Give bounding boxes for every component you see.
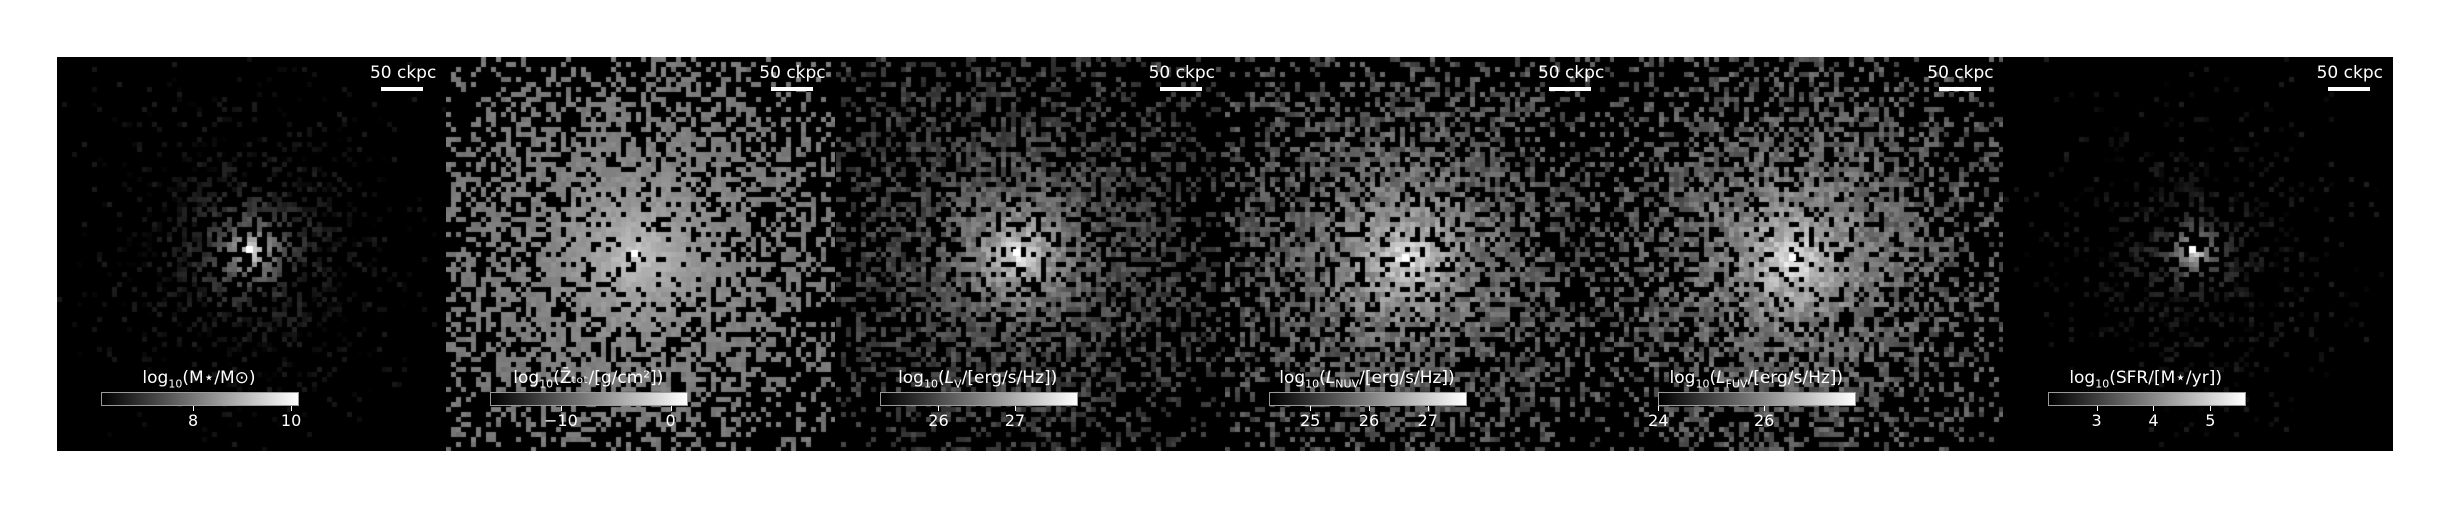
colorbar-title: log10(Z̄ₜₒₜ/[g/cm²]) bbox=[513, 368, 664, 391]
colorbar-tick bbox=[670, 406, 672, 411]
galaxy-image-sfr bbox=[2003, 57, 2393, 451]
colorbar-tick-label: 25 bbox=[1299, 411, 1321, 430]
colorbar bbox=[490, 392, 689, 406]
colorbar bbox=[2047, 392, 2246, 406]
colorbar-tick bbox=[1014, 406, 1016, 411]
colorbar-tick-label: 26 bbox=[1753, 411, 1775, 430]
scale-bar-label: 50 ckpc bbox=[1927, 63, 1994, 83]
colorbar-tick-label: 27 bbox=[1004, 411, 1026, 430]
colorbar-tick bbox=[1764, 406, 1766, 411]
colorbar-tick bbox=[2153, 406, 2155, 411]
colorbar bbox=[101, 392, 299, 406]
colorbar-tick bbox=[938, 406, 940, 411]
scale-bar bbox=[1938, 87, 1981, 91]
galaxy-map-figure: 50 ckpc log10(M⋆/M⊙) 8 10 50 ckpc log10(Z̄ₜₒₜ… bbox=[57, 57, 2393, 451]
colorbar-tick-label: 3 bbox=[2091, 411, 2102, 430]
colorbar-tick-label: 8 bbox=[188, 411, 199, 430]
panel-metallicity: 50 ckpc log10(Z̄ₜₒₜ/[g/cm²]) −10 0 bbox=[446, 57, 836, 451]
colorbar-tick-label: 26 bbox=[928, 411, 949, 430]
colorbar-tick-label: 4 bbox=[2148, 411, 2159, 430]
panel-fuv-luminosity: 50 ckpc log10(LFUV/[erg/s/Hz]) 24 26 bbox=[1614, 57, 2004, 451]
scale-bar-label: 50 ckpc bbox=[369, 63, 437, 83]
panel-sfr: 50 ckpc log10(SFR/[M⋆/yr]) 3 4 5 bbox=[2003, 57, 2393, 451]
scale-bar-label: 50 ckpc bbox=[759, 63, 826, 83]
colorbar bbox=[1658, 392, 1857, 406]
panel-stellar-mass: 50 ckpc log10(M⋆/M⊙) 8 10 bbox=[57, 57, 447, 451]
colorbar-title: log10(LNUV/[erg/s/Hz]) bbox=[1279, 368, 1455, 391]
panel-v-luminosity: 50 ckpc log10(LV/[erg/s/Hz]) 26 27 bbox=[835, 57, 1225, 451]
colorbar-title: log10(LFUV/[erg/s/Hz]) bbox=[1669, 368, 1844, 391]
scale-bar-label: 50 ckpc bbox=[1537, 63, 1605, 83]
colorbar-title: log10(LV/[erg/s/Hz]) bbox=[898, 368, 1058, 391]
galaxy-image-metallicity bbox=[446, 57, 836, 451]
colorbar-title: log10(M⋆/M⊙) bbox=[142, 368, 256, 391]
colorbar-tick bbox=[193, 406, 195, 411]
galaxy-image-fuv-luminosity bbox=[1614, 57, 2004, 451]
scale-bar bbox=[770, 87, 813, 91]
galaxy-image-stellar-mass bbox=[57, 57, 446, 451]
colorbar bbox=[879, 392, 1078, 406]
scale-bar bbox=[381, 87, 424, 91]
scale-bar-label: 50 ckpc bbox=[2316, 63, 2383, 83]
colorbar-tick bbox=[2096, 406, 2098, 411]
colorbar-tick-label: 0 bbox=[665, 411, 676, 430]
colorbar-tick-label: 10 bbox=[280, 411, 302, 430]
colorbar-tick-label: 5 bbox=[2205, 411, 2216, 430]
scale-bar-label: 50 ckpc bbox=[1148, 63, 1215, 83]
colorbar-title: log10(SFR/[M⋆/yr]) bbox=[2069, 368, 2222, 391]
colorbar-tick-label: 26 bbox=[1358, 411, 1380, 430]
colorbar-tick bbox=[1427, 406, 1429, 411]
scale-bar bbox=[1549, 87, 1592, 91]
galaxy-image-nuv-luminosity bbox=[1224, 57, 1614, 451]
galaxy-image-v-luminosity bbox=[835, 57, 1225, 451]
colorbar-tick bbox=[1368, 406, 1370, 411]
panel-nuv-luminosity: 50 ckpc log10(LNUV/[erg/s/Hz]) 25 26 27 bbox=[1224, 57, 1615, 451]
colorbar-tick bbox=[560, 406, 562, 411]
colorbar bbox=[1268, 392, 1467, 406]
colorbar-tick bbox=[291, 406, 293, 411]
colorbar-tick bbox=[1310, 406, 1312, 411]
colorbar-tick bbox=[2210, 406, 2212, 411]
colorbar-tick-label: 24 bbox=[1648, 411, 1669, 430]
colorbar-tick bbox=[1658, 406, 1660, 411]
colorbar-tick-label: −10 bbox=[543, 411, 578, 430]
colorbar-tick-label: 27 bbox=[1417, 411, 1438, 430]
scale-bar bbox=[2327, 87, 2370, 91]
scale-bar bbox=[1159, 87, 1202, 91]
